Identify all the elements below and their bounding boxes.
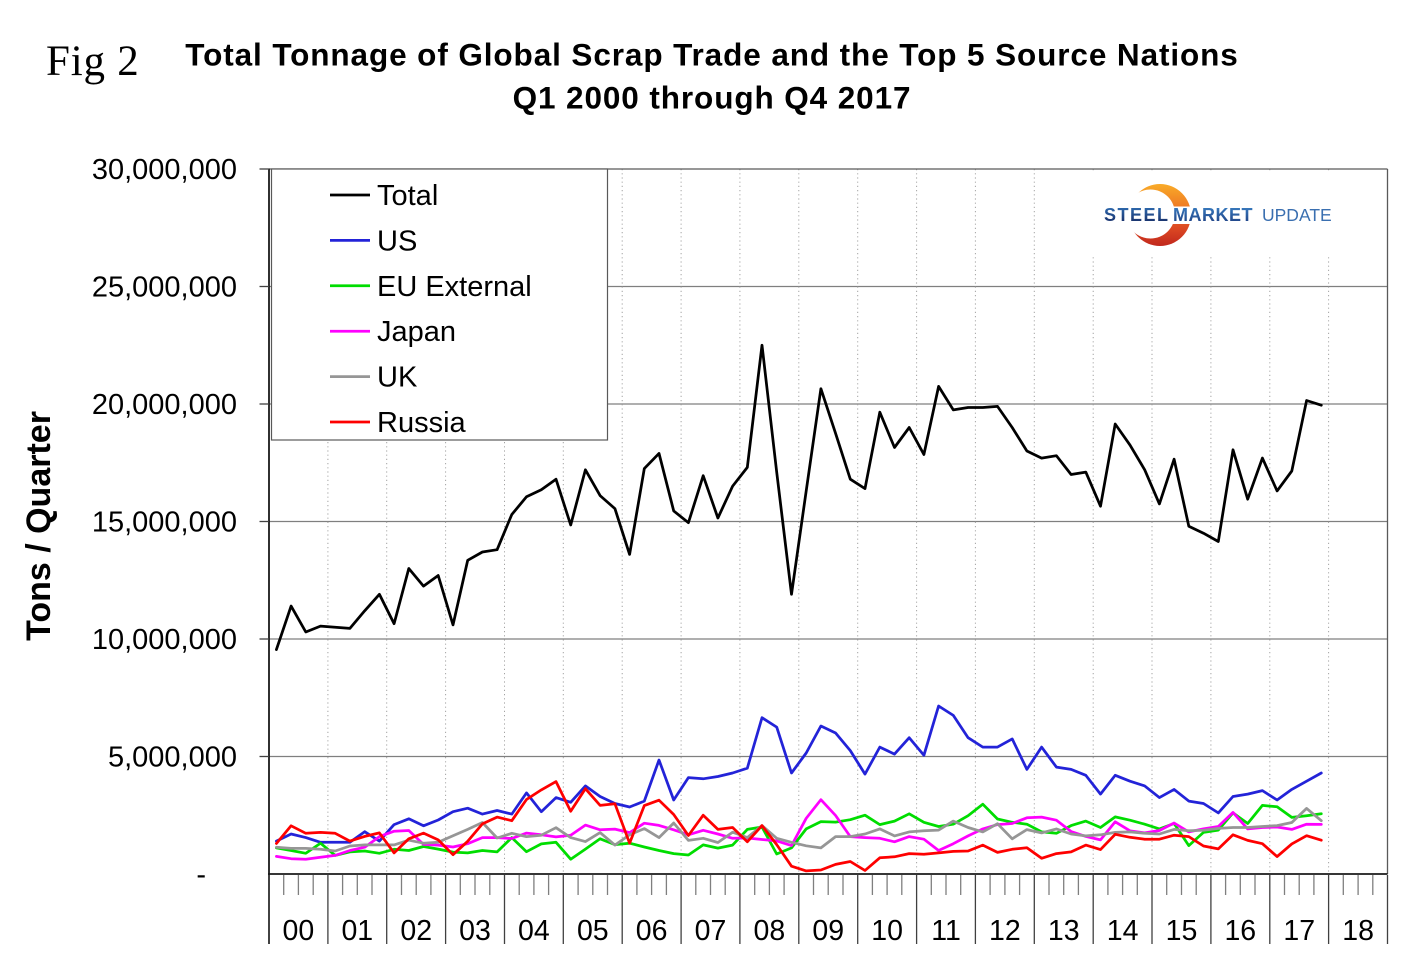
svg-text:Total: Total	[377, 180, 438, 212]
svg-text:15,000,000: 15,000,000	[92, 507, 237, 539]
svg-text:EU External: EU External	[377, 271, 532, 303]
svg-text:04: 04	[518, 915, 550, 947]
svg-text:Q1 2000 through Q4 2017: Q1 2000 through Q4 2017	[513, 79, 912, 115]
svg-text:03: 03	[459, 915, 491, 947]
svg-text:17: 17	[1283, 915, 1315, 947]
svg-text:16: 16	[1224, 915, 1256, 947]
svg-text:Tons / Quarter: Tons / Quarter	[20, 411, 58, 641]
svg-text:15: 15	[1166, 915, 1198, 947]
svg-text:10: 10	[871, 915, 903, 947]
svg-text:Japan: Japan	[377, 316, 456, 348]
svg-text:05: 05	[577, 915, 609, 947]
svg-text:08: 08	[754, 915, 786, 947]
svg-text:01: 01	[341, 915, 373, 947]
svg-text:STEEL: STEEL	[1104, 205, 1170, 225]
svg-text:30,000,000: 30,000,000	[92, 154, 237, 186]
svg-text:11: 11	[931, 915, 961, 947]
svg-text:Total Tonnage of Global Scrap: Total Tonnage of Global Scrap Trade and …	[185, 37, 1238, 73]
svg-text:00: 00	[283, 915, 315, 947]
svg-text:5,000,000: 5,000,000	[108, 742, 237, 774]
svg-text:10,000,000: 10,000,000	[92, 624, 237, 656]
svg-text:US: US	[377, 225, 417, 257]
svg-text:25,000,000: 25,000,000	[92, 272, 237, 304]
svg-text:MARKET: MARKET	[1173, 205, 1253, 225]
svg-text:UK: UK	[377, 362, 418, 394]
svg-text:Russia: Russia	[377, 407, 467, 439]
svg-text:06: 06	[636, 915, 668, 947]
svg-text:20,000,000: 20,000,000	[92, 389, 237, 421]
svg-text:07: 07	[695, 915, 727, 947]
svg-text:UPDATE: UPDATE	[1262, 205, 1332, 225]
svg-text:-: -	[196, 859, 206, 891]
svg-text:14: 14	[1107, 915, 1139, 947]
svg-text:Fig 2: Fig 2	[46, 38, 140, 85]
svg-text:09: 09	[812, 915, 844, 947]
svg-text:12: 12	[989, 915, 1021, 947]
svg-text:13: 13	[1048, 915, 1080, 947]
svg-text:02: 02	[400, 915, 432, 947]
svg-text:18: 18	[1342, 915, 1374, 947]
